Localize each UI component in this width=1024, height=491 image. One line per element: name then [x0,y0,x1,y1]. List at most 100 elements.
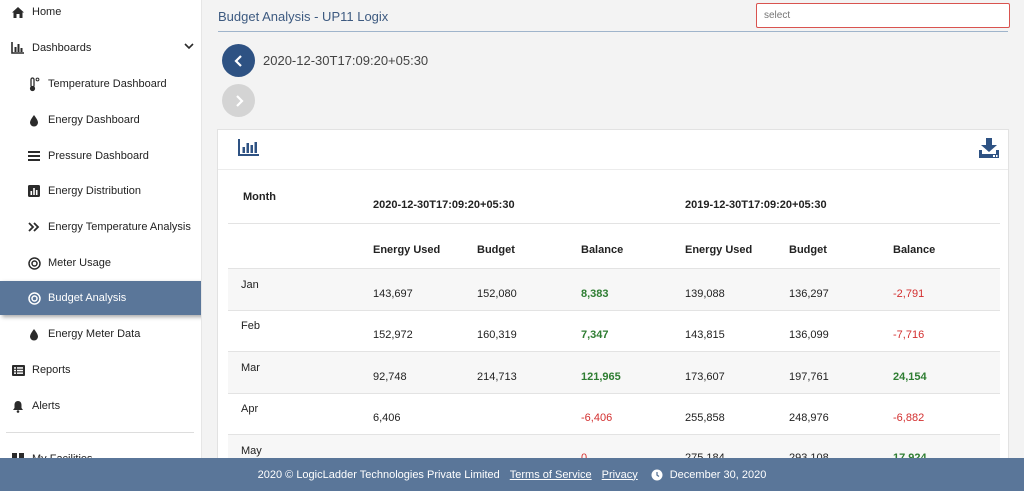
balance-cell: 121,965 [581,371,621,383]
budget-cell: 152,080 [477,288,517,300]
balance-cell: -6,882 [893,412,925,424]
column-header: Energy Used [373,244,441,256]
balance-cell: -7,716 [893,329,925,341]
sidebar-item-label: Meter Usage [48,257,111,269]
budget-cell: 160,319 [477,329,517,341]
sidebar-item-home[interactable]: Home [0,0,201,29]
home-icon [10,4,26,20]
sidebar-item-dashboards[interactable]: Dashboards [0,31,201,65]
terms-of-service-link[interactable]: Terms of Service [509,468,592,481]
month-cell: Mar [241,362,260,374]
footer-date: December 30, 2020 [669,468,767,481]
month-cell: Jan [241,279,259,291]
sidebar-item-temperature-dashboard[interactable]: Temperature Dashboard [0,67,201,101]
month-cell: May [241,445,262,457]
download-icon[interactable] [978,138,1000,164]
bell-icon [10,398,26,414]
row-divider [228,434,1000,435]
sidebar-item-label: Energy Distribution [48,185,141,197]
bar-chart-icon[interactable] [238,139,260,162]
sidebar-item-label: Dashboards [32,42,92,54]
previous-period-button[interactable] [222,44,255,77]
sidebar-item-pressure-dashboard[interactable]: Pressure Dashboard [0,139,201,173]
energy-used-cell: 173,607 [685,371,725,383]
energy-used-cell: 152,972 [373,329,413,341]
row-divider [228,223,1000,224]
column-header: Balance [581,244,624,256]
energy-used-cell: 143,815 [685,329,725,341]
period-header-current: 2020-12-30T17:09:20+05:30 [373,199,515,211]
sidebar-item-label: Temperature Dashboard [48,78,167,90]
sidebar-item-meter-usage[interactable]: Meter Usage [0,246,201,280]
sidebar-item-energy-meter-data[interactable]: Energy Meter Data [0,317,201,351]
energy-used-cell: 143,697 [373,288,413,300]
sidebar-item-label: Alerts [32,400,61,412]
column-header: Budget [789,244,827,256]
card-toolbar [218,130,1008,170]
budget-cell: 136,099 [789,329,829,341]
column-header: Balance [893,244,936,256]
chevron-left-icon [233,54,242,67]
sidebar-item-energy-distribution[interactable]: Energy Distribution [0,174,201,208]
row-divider [228,310,1000,311]
facility-select[interactable] [756,3,1010,28]
balance-cell: 8,383 [581,288,609,300]
sidebar-item-reports[interactable]: Reports [0,353,201,387]
budget-table-card: Month 2020-12-30T17:09:20+05:30 2019-12-… [217,129,1009,469]
target-icon [26,255,42,271]
period-header-previous: 2019-12-30T17:09:20+05:30 [685,199,827,211]
chevron-right-icon [235,94,244,107]
budget-cell: 197,761 [789,371,829,383]
clock-icon [651,469,663,481]
energy-used-cell: 6,406 [373,412,401,424]
sidebar-item-label: Home [32,6,62,18]
month-header: Month [243,191,276,203]
month-cell: Feb [241,320,260,332]
sidebar-item-label: Energy Temperature Analysis [48,221,191,233]
double-chevron-icon [26,219,42,235]
energy-used-cell: 255,858 [685,412,725,424]
column-header: Budget [477,244,515,256]
current-date-label: 2020-12-30T17:09:20+05:30 [263,53,429,68]
energy-used-cell: 92,748 [373,371,407,383]
next-period-button[interactable] [222,84,255,117]
chevron-down-icon[interactable] [184,41,194,53]
sidebar-item-energy-dashboard[interactable]: Energy Dashboard [0,103,201,137]
drop-icon [26,112,42,128]
budget-cell: 248,976 [789,412,829,424]
balance-cell: -6,406 [581,412,613,424]
bar-chart-icon [10,40,26,56]
sidebar-item-label: Budget Analysis [48,292,127,304]
footer-copyright: 2020 © LogicLadder Technologies Private … [257,468,500,481]
balance-cell: 24,154 [893,371,927,383]
drop-icon [26,326,42,342]
table-row [228,352,1000,393]
sidebar-item-label: Energy Dashboard [48,114,140,126]
thermometer-icon [26,76,42,92]
title-underline [218,31,1008,32]
row-divider [228,268,1000,269]
target-icon [26,290,42,306]
privacy-link[interactable]: Privacy [601,468,638,481]
row-divider [228,351,1000,352]
sidebar-item-label: Energy Meter Data [48,328,141,340]
sidebar-divider [6,432,194,433]
row-divider [228,393,1000,394]
sidebar-item-energy-temperature-analysis[interactable]: Energy Temperature Analysis [0,210,201,244]
sidebar-item-alerts[interactable]: Alerts [0,389,201,423]
page-title: Budget Analysis - UP11 Logix [218,9,389,24]
sidebar: Home Dashboards Temperature Dashboard En… [0,0,202,491]
balance-cell: -2,791 [893,288,925,300]
balance-cell: 7,347 [581,329,609,341]
sidebar-item-label: Pressure Dashboard [48,150,149,162]
budget-cell: 214,713 [477,371,517,383]
sidebar-item-budget-analysis[interactable]: Budget Analysis [0,281,201,315]
table-row [228,269,1000,310]
footer: 2020 © LogicLadder Technologies Private … [0,458,1024,491]
chart-square-icon [26,183,42,199]
column-header: Energy Used [685,244,753,256]
sidebar-item-label: Reports [32,364,71,376]
month-cell: Apr [241,403,259,415]
energy-used-cell: 139,088 [685,288,725,300]
budget-cell: 136,297 [789,288,829,300]
